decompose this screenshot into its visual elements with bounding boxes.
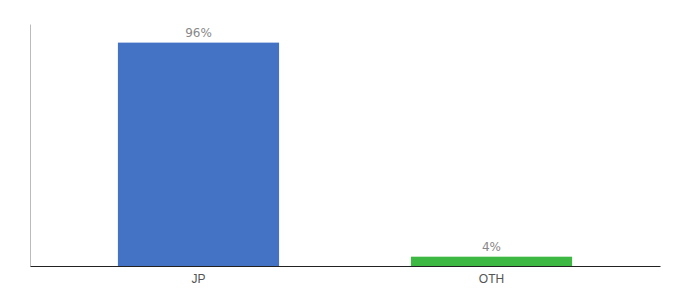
y-axis-line (30, 25, 31, 267)
x-tick: OTH (479, 272, 504, 286)
x-tick: JP (191, 272, 205, 286)
x-tick-label: JP (191, 272, 205, 286)
data-label: 96% (185, 26, 212, 40)
x-axis: JP OTH (31, 267, 661, 286)
bar (118, 43, 279, 266)
plot-area: JP OTH 96% 4% (31, 25, 661, 286)
x-tick-label: OTH (479, 272, 504, 286)
bars (118, 43, 572, 266)
data-labels: 96% 4% (185, 26, 501, 254)
data-label: 4% (482, 240, 501, 254)
y-axis (30, 25, 31, 267)
chart-svg: JP OTH 96% 4% (0, 0, 680, 300)
bar (411, 257, 572, 266)
x-axis-line (31, 266, 661, 267)
